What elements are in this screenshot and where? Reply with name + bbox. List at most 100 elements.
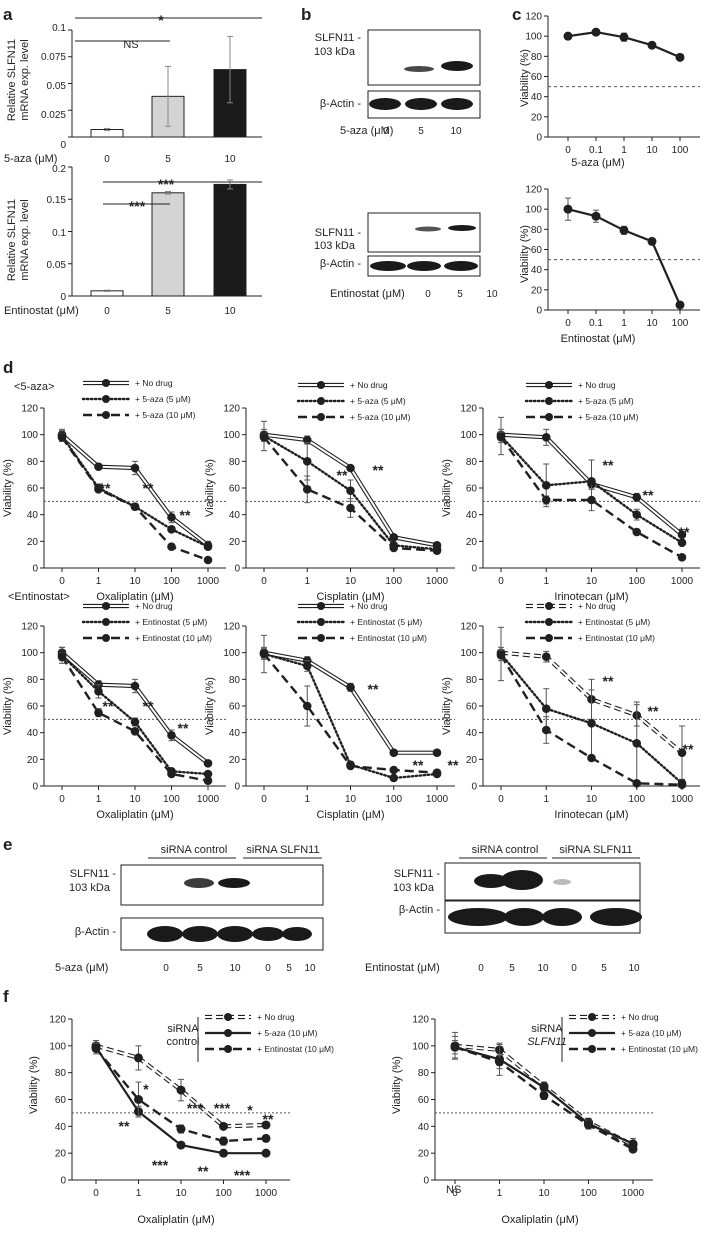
d_aza_cis-xtick-label: 100 [385, 576, 402, 587]
a-bot-ytick: 0 [60, 292, 66, 303]
f_ctrl-xtick-label: 10 [175, 1188, 187, 1199]
c_top-ytick-label: 40 [531, 92, 543, 103]
b-bot-xtitle: Entinostat (μM) [330, 288, 405, 300]
a-top-ytick: 0.1 [52, 23, 66, 34]
d_aza_iri-series-1-point [541, 481, 551, 490]
f-ctrl-legend-label-2: + Entinostat (10 μM) [257, 1044, 334, 1054]
b-top-band-slfn11-5 [404, 66, 434, 72]
e-left-lane: 0 [163, 963, 169, 974]
d_ent_oxa-series-2-line [60, 656, 209, 782]
d-ent-cis-legend-marker-2 [317, 634, 325, 642]
d_aza_oxa-series-2-point [167, 542, 176, 551]
b-bot-slfn11-box [367, 212, 481, 253]
d_ent_cis-ytick-label: 60 [229, 702, 241, 713]
d-ent-iri-legend-label-0: + No drug [578, 601, 616, 611]
f_ctrl-series-1-point [219, 1148, 228, 1158]
d-ent-cis-legend-marker-1 [317, 618, 325, 626]
d-ent-oxa-legend-marker-0 [102, 602, 110, 610]
d-ent-cis-legend-label-1: + Entinostat (5 μM) [350, 617, 422, 627]
d_aza_cis-series-1-point [302, 457, 312, 466]
b-bot-lane: 0 [425, 289, 431, 300]
b-top-band-actin-0 [369, 98, 401, 110]
d-aza-oxa-legend-marker-0 [102, 379, 110, 387]
f_ctrl-series-1-point [261, 1148, 271, 1158]
f-left-xtitle: Oxaliplatin (μM) [137, 1214, 214, 1226]
b-bot-lane: 5 [457, 289, 463, 300]
c_top-ytick-label: 100 [525, 32, 542, 43]
e-left-band-slfn11-5 [184, 878, 214, 888]
f-si-legend-marker-1 [588, 1029, 596, 1037]
f-significance-star-4: ** [263, 1111, 274, 1127]
d_aza_cis-series-2-point [259, 433, 269, 442]
b-bot-band-slfn11-10 [448, 225, 476, 231]
c_top-ytick-label: 20 [531, 112, 543, 123]
f_si-series-2-point [584, 1120, 593, 1130]
c_bot-xtick-label: 0 [565, 318, 571, 329]
e-left-lane: 5 [286, 963, 292, 974]
d-significance-star-2: ** [180, 507, 191, 523]
d_aza_cis-series-2-point [432, 546, 442, 555]
d-significance-star-15: ** [648, 703, 659, 719]
d_aza_cis-xtick-label: 1000 [426, 576, 449, 587]
d_ent_cis-series-2-point [389, 765, 399, 775]
b-top-lane: 10 [450, 126, 462, 137]
f-right-xtitle: Oxaliplatin (μM) [501, 1214, 578, 1226]
d_ent_cis-xtitle: Cisplatin (μM) [316, 809, 384, 821]
a-top-xcat: 10 [224, 154, 236, 165]
d_ent_cis-series-2-point [432, 768, 442, 777]
c_top-xtick-label: 0.1 [589, 145, 603, 156]
d_aza_iri-series-1-point [587, 477, 596, 486]
d_ent_oxa-ytick-label: 20 [27, 755, 39, 766]
panel-e-left-blot: siRNA control siRNA SLFN11 SLFN11 - 103 … [55, 844, 324, 974]
f_ctrl-xtick-label: 100 [215, 1188, 232, 1199]
a-top-sig-star: * [158, 12, 164, 28]
f_si-xtick-label: 0 [452, 1188, 458, 1199]
d-aza-cis-legend-label-2: + 5-aza (10 μM) [350, 412, 411, 422]
e-left-slfn11-label: SLFN11 - [70, 868, 117, 880]
d_ent_oxa-series-0-point [203, 759, 213, 768]
f-significance-star-2: *** [187, 1100, 204, 1116]
d_aza_cis-series-1-point [346, 486, 355, 495]
d_aza_oxa-ytick-label: 80 [27, 457, 39, 468]
b-bot-slfn11-label: SLFN11 - [315, 227, 362, 239]
d_aza_iri-ylabel: Viability (%) [441, 459, 453, 517]
a-bot-ytick: 0.05 [47, 260, 67, 271]
f_si-ytick-label: 60 [418, 1095, 430, 1106]
d-aza-iri-legend-label-2: + 5-aza (10 μM) [578, 412, 639, 422]
d_ent_oxa-xtick-label: 100 [163, 794, 180, 805]
panel-f-right-text: Viability (%) Oxaliplatin (μM) siRNA SLF… [391, 1017, 579, 1226]
d_ent_iri-ytick-label: 20 [466, 755, 478, 766]
d-aza-oxa-legend-marker-2 [102, 411, 110, 419]
d-significance-star-13: ** [448, 757, 459, 773]
panel-f-left-text: Viability (%) Oxaliplatin (μM) siRNA con… [28, 1017, 215, 1226]
f_si-series-2-point [539, 1090, 549, 1100]
f_si-ytick-label: 0 [423, 1176, 429, 1187]
d_ent_iri-xtick-label: 1000 [671, 794, 694, 805]
panel-b-top-blot: SLFN11 - 103 kDa β-Actin - 5-aza (μM) 0 … [314, 29, 481, 137]
b-top-band-slfn11-10 [441, 61, 473, 71]
d-aza-cis-legend-marker-0 [317, 381, 325, 389]
d_aza_oxa-ytick-label: 100 [21, 430, 38, 441]
a_bot-bar-1 [151, 192, 185, 297]
panel-letter-d: d [3, 358, 13, 377]
d_aza_cis-ytick-label: 0 [234, 564, 240, 575]
f_si-ytick-label: 20 [418, 1149, 430, 1160]
d_ent_oxa-series-1-point [130, 717, 140, 727]
panel-c-top-text: Viability (%) 5-aza (μM) [519, 49, 625, 169]
e-left-lane: 10 [229, 963, 241, 974]
f-si-legend-marker-2 [588, 1045, 596, 1053]
d_ent_iri-ylabel: Viability (%) [441, 677, 453, 735]
d_aza_cis-ylabel: Viability (%) [204, 459, 216, 517]
d_aza_cis-series-0-point [346, 463, 355, 473]
f-significance-star-7: ** [198, 1163, 209, 1179]
d-aza-oxa-legend-label-2: + 5-aza (10 μM) [135, 410, 196, 420]
d_ent_oxa-series-1-point [94, 687, 103, 696]
d_ent_oxa-ytick-label: 100 [21, 648, 38, 659]
d_ent_cis-series-0-point [346, 683, 355, 692]
a-bot-ylabel-1: Relative SLFN11 [6, 199, 18, 281]
c_top-xtick-label: 10 [646, 145, 658, 156]
d_ent_oxa-ytick-label: 0 [32, 782, 38, 793]
e-left-actin-label: β-Actin - [75, 926, 117, 938]
d_ent_oxa-series-2-point [94, 708, 103, 717]
d_ent_cis-ylabel: Viability (%) [204, 677, 216, 735]
